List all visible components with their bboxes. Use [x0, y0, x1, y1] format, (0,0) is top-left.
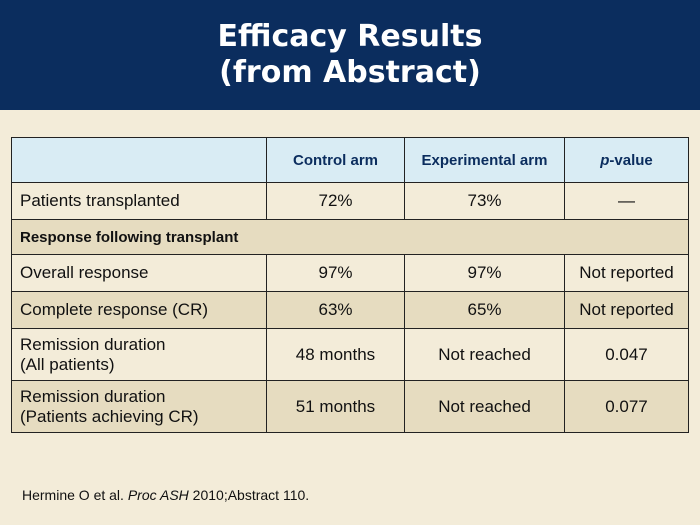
table-header-row: Control arm Experimental arm p-value — [11, 137, 689, 183]
citation-rest: 2010;Abstract 110. — [188, 487, 310, 503]
row-label: Overall response — [11, 254, 267, 292]
header-control-arm: Control arm — [266, 137, 405, 183]
control-value: 97% — [266, 254, 405, 292]
p-value: Not reported — [564, 291, 689, 329]
p-value: 0.077 — [564, 380, 689, 433]
table-row: Remission duration (Patients achieving C… — [11, 380, 689, 433]
row-label-line-2: (All patients) — [20, 354, 115, 374]
header-p-value: p-value — [564, 137, 689, 183]
citation: Hermine O et al. Proc ASH 2010;Abstract … — [22, 487, 309, 503]
citation-journal: Proc ASH — [127, 487, 189, 503]
control-value: 48 months — [266, 328, 405, 381]
experimental-value: 97% — [404, 254, 565, 292]
table-row: Complete response (CR) 63% 65% Not repor… — [11, 291, 689, 329]
section-row: Response following transplant — [11, 219, 689, 255]
experimental-value: Not reached — [404, 380, 565, 433]
row-label-line-1: Remission duration — [20, 334, 166, 354]
control-value: 63% — [266, 291, 405, 329]
row-label: Remission duration (All patients) — [11, 328, 267, 381]
slide-title-line-1: Efficacy Results — [217, 19, 483, 54]
header-cell-empty — [11, 137, 267, 183]
p-value: Not reported — [564, 254, 689, 292]
header-experimental-arm: Experimental arm — [404, 137, 565, 183]
slide-title-line-2: (from Abstract) — [219, 55, 481, 90]
row-label: Patients transplanted — [11, 182, 267, 220]
row-label-line-2: (Patients achieving CR) — [20, 406, 199, 426]
slide-header: Efficacy Results (from Abstract) — [0, 0, 700, 110]
row-label-line-1: Remission duration — [20, 386, 166, 406]
table-row: Patients transplanted 72% 73% — — [11, 182, 689, 220]
header-p-suffix: -value — [609, 151, 653, 169]
experimental-value: 73% — [404, 182, 565, 220]
citation-authors: Hermine O et al. — [22, 487, 128, 503]
table-row: Overall response 97% 97% Not reported — [11, 254, 689, 292]
table-row: Remission duration (All patients) 48 mon… — [11, 328, 689, 381]
control-value: 51 months — [266, 380, 405, 433]
experimental-value: 65% — [404, 291, 565, 329]
control-value: 72% — [266, 182, 405, 220]
header-p-italic: p — [600, 151, 610, 169]
experimental-value: Not reached — [404, 328, 565, 381]
p-value: — — [564, 182, 689, 220]
efficacy-table: Control arm Experimental arm p-value Pat… — [11, 137, 689, 433]
row-label: Remission duration (Patients achieving C… — [11, 380, 267, 433]
section-label: Response following transplant — [11, 219, 689, 255]
row-label: Complete response (CR) — [11, 291, 267, 329]
p-value: 0.047 — [564, 328, 689, 381]
